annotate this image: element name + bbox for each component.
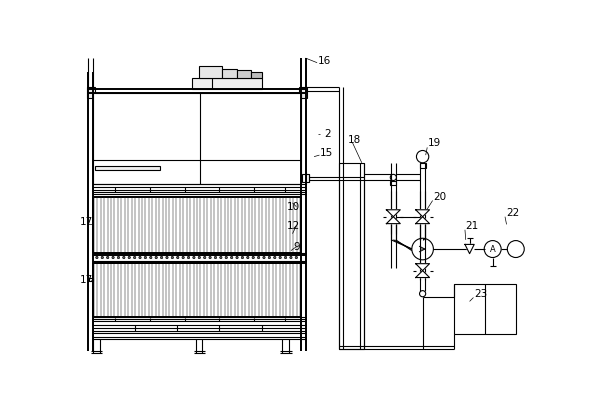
Bar xyxy=(95,166,160,170)
Bar xyxy=(222,69,237,78)
Bar xyxy=(198,66,222,78)
Circle shape xyxy=(420,291,426,297)
Text: 10: 10 xyxy=(287,202,300,212)
Circle shape xyxy=(171,256,174,259)
Circle shape xyxy=(484,241,501,258)
Circle shape xyxy=(507,241,524,258)
Circle shape xyxy=(107,256,109,259)
Text: 22: 22 xyxy=(506,208,519,218)
Circle shape xyxy=(182,256,185,259)
Bar xyxy=(390,181,396,185)
Text: 17: 17 xyxy=(80,217,93,227)
Circle shape xyxy=(219,256,222,259)
Circle shape xyxy=(144,256,147,259)
Circle shape xyxy=(247,256,249,259)
Text: 16: 16 xyxy=(318,56,331,66)
Circle shape xyxy=(412,238,434,260)
Text: 15: 15 xyxy=(320,148,333,158)
Polygon shape xyxy=(415,210,429,217)
Bar xyxy=(93,93,301,184)
Circle shape xyxy=(225,256,227,259)
Circle shape xyxy=(118,256,119,259)
Text: A: A xyxy=(490,245,496,254)
Circle shape xyxy=(390,174,396,181)
Bar xyxy=(87,88,95,98)
Polygon shape xyxy=(387,217,400,223)
Circle shape xyxy=(257,256,260,259)
Polygon shape xyxy=(465,245,474,254)
Polygon shape xyxy=(415,271,429,278)
Text: 23: 23 xyxy=(474,289,487,299)
Circle shape xyxy=(252,256,254,259)
Circle shape xyxy=(188,256,190,259)
Circle shape xyxy=(177,256,179,259)
Text: 19: 19 xyxy=(428,138,441,148)
Circle shape xyxy=(166,256,168,259)
Polygon shape xyxy=(415,264,429,271)
Polygon shape xyxy=(415,217,429,223)
Circle shape xyxy=(295,256,297,259)
Circle shape xyxy=(285,256,286,259)
Circle shape xyxy=(274,256,276,259)
Bar xyxy=(420,163,426,168)
Text: 2: 2 xyxy=(324,129,330,138)
Circle shape xyxy=(214,256,216,259)
Circle shape xyxy=(133,256,136,259)
Bar xyxy=(237,70,251,78)
Circle shape xyxy=(204,256,206,259)
Bar xyxy=(339,163,364,349)
Circle shape xyxy=(96,256,98,259)
Circle shape xyxy=(290,256,292,259)
Text: 20: 20 xyxy=(434,192,446,202)
Circle shape xyxy=(263,256,265,259)
Circle shape xyxy=(193,256,195,259)
Bar xyxy=(298,88,307,98)
Circle shape xyxy=(241,256,244,259)
Circle shape xyxy=(268,256,271,259)
Text: 18: 18 xyxy=(348,135,361,145)
Circle shape xyxy=(150,256,152,259)
Polygon shape xyxy=(387,210,400,217)
Circle shape xyxy=(139,256,141,259)
Bar xyxy=(192,78,262,89)
Text: 17: 17 xyxy=(80,275,93,285)
Circle shape xyxy=(155,256,157,259)
Text: 12: 12 xyxy=(287,221,300,231)
Circle shape xyxy=(128,256,130,259)
Circle shape xyxy=(198,256,200,259)
Bar xyxy=(89,278,93,281)
Text: 21: 21 xyxy=(466,221,479,231)
Circle shape xyxy=(230,256,233,259)
Bar xyxy=(303,174,309,182)
Circle shape xyxy=(236,256,238,259)
Circle shape xyxy=(122,256,125,259)
Bar xyxy=(454,284,516,334)
Bar xyxy=(251,72,262,78)
Circle shape xyxy=(279,256,282,259)
Circle shape xyxy=(417,151,429,163)
Circle shape xyxy=(160,256,163,259)
Circle shape xyxy=(112,256,114,259)
Text: 9: 9 xyxy=(294,242,300,252)
Circle shape xyxy=(209,256,211,259)
Circle shape xyxy=(101,256,104,259)
